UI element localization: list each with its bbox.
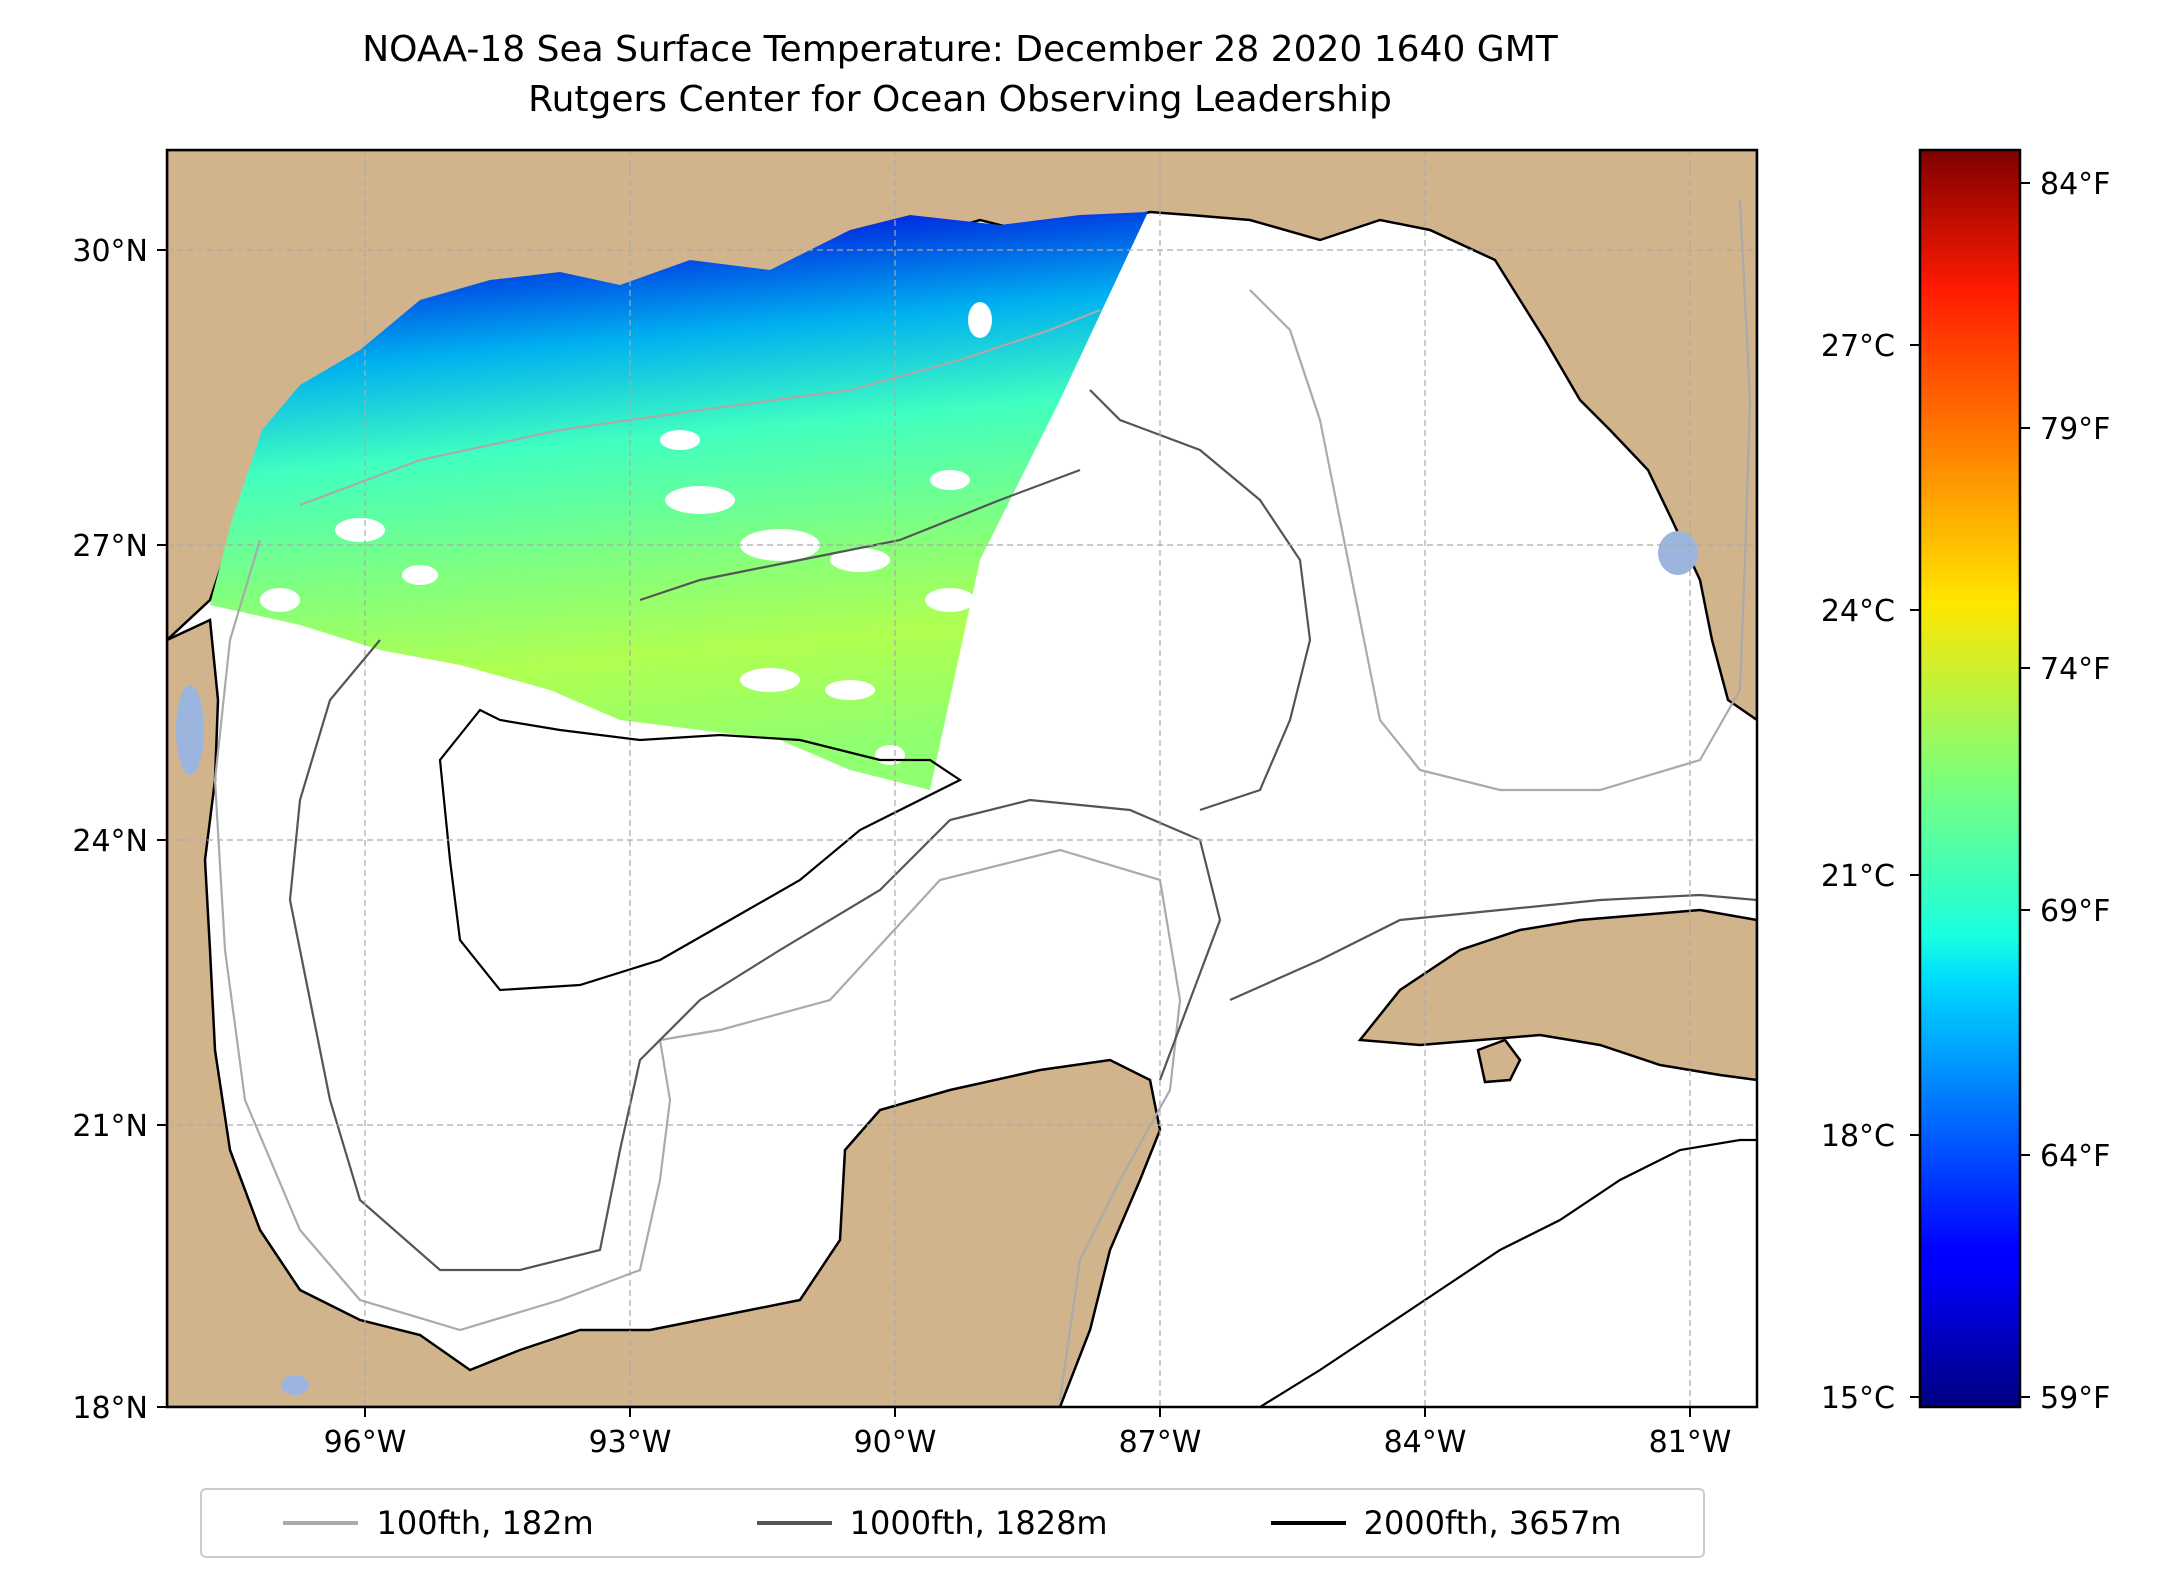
map-frame bbox=[165, 148, 1759, 1409]
celsius-tick-label: 15°C bbox=[1821, 1381, 1895, 1416]
isobath-100fth bbox=[213, 539, 1182, 1401]
celsius-tick-label: 18°C bbox=[1821, 1119, 1895, 1154]
legend-item-1000fth: 1000fth, 1828m bbox=[756, 1504, 1108, 1542]
land-isla-juventud bbox=[1476, 1038, 1522, 1084]
isobath-2000fth-caribbean bbox=[1259, 1138, 1757, 1407]
legend-swatch bbox=[283, 1521, 359, 1525]
lon-tick-label: 90°W bbox=[854, 1425, 937, 1460]
chart-subtitle: Rutgers Center for Ocean Observing Leade… bbox=[528, 79, 1392, 120]
legend-swatch bbox=[1270, 1521, 1346, 1525]
legend: 100fth, 182m 1000fth, 1828m 2000fth, 365… bbox=[200, 1488, 1705, 1558]
lake-yucatan bbox=[281, 1375, 309, 1395]
tick-marks bbox=[157, 249, 1691, 1417]
fahrenheit-tick-label: 69°F bbox=[2040, 894, 2110, 929]
celsius-tick-label: 24°C bbox=[1821, 594, 1895, 629]
gridlines bbox=[167, 150, 1757, 1407]
isobath-1000fth-florida bbox=[1089, 389, 1312, 812]
isobath-100fth-florida bbox=[1249, 199, 1752, 792]
legend-item-2000fth: 2000fth, 3657m bbox=[1270, 1504, 1622, 1542]
colorbar-ticks bbox=[1910, 182, 2030, 1398]
map-area bbox=[167, 150, 1757, 1407]
chart-title: NOAA-18 Sea Surface Temperature: Decembe… bbox=[362, 29, 1558, 70]
fahrenheit-tick-label: 64°F bbox=[2040, 1139, 2110, 1174]
isobath-100fth-shelf bbox=[299, 308, 1101, 507]
colorbar bbox=[1918, 148, 2022, 1409]
legend-swatch bbox=[756, 1521, 832, 1525]
lon-tick-label: 96°W bbox=[324, 1425, 407, 1460]
lake-okeechobee bbox=[1658, 531, 1698, 575]
fahrenheit-tick-label: 79°F bbox=[2040, 412, 2110, 447]
celsius-tick-label: 21°C bbox=[1821, 859, 1895, 894]
lat-tick-label: 24°N bbox=[72, 824, 148, 859]
land-mexico bbox=[167, 618, 1162, 1407]
legend-label: 1000fth, 1828m bbox=[849, 1504, 1108, 1542]
isobath-2000fth bbox=[438, 708, 963, 992]
isobath-1000fth-shelf bbox=[639, 468, 1081, 602]
lon-tick-label: 87°W bbox=[1119, 1425, 1202, 1460]
fahrenheit-tick-label: 84°F bbox=[2040, 167, 2110, 202]
lake-mexico bbox=[176, 685, 204, 775]
celsius-tick-label: 27°C bbox=[1821, 329, 1895, 364]
isobath-1000fth-cuba bbox=[1229, 893, 1757, 1002]
lat-tick-label: 21°N bbox=[72, 1109, 148, 1144]
legend-item-100fth: 100fth, 182m bbox=[283, 1504, 594, 1542]
land-cuba bbox=[1357, 908, 1757, 1082]
legend-label: 100fth, 182m bbox=[376, 1504, 594, 1542]
lat-tick-label: 30°N bbox=[72, 234, 148, 269]
lon-tick-label: 81°W bbox=[1649, 1425, 1732, 1460]
lat-tick-label: 18°N bbox=[72, 1391, 148, 1426]
fahrenheit-tick-label: 74°F bbox=[2040, 652, 2110, 687]
legend-label: 2000fth, 3657m bbox=[1363, 1504, 1622, 1542]
lon-tick-label: 93°W bbox=[589, 1425, 672, 1460]
lon-tick-label: 84°W bbox=[1384, 1425, 1467, 1460]
fahrenheit-tick-label: 59°F bbox=[2040, 1381, 2110, 1416]
cloud-gaps bbox=[260, 302, 992, 765]
lat-tick-label: 27°N bbox=[72, 529, 148, 564]
